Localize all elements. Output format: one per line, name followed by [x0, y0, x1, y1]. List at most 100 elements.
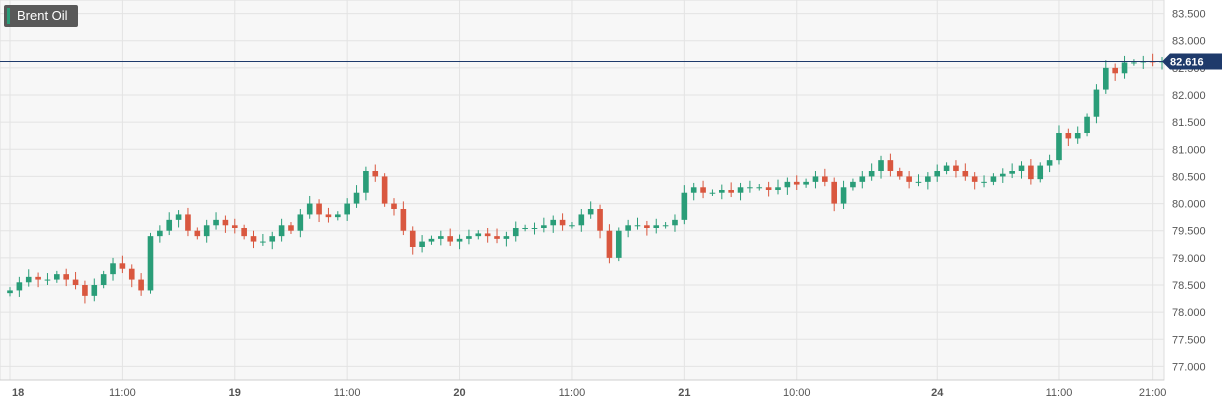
candle	[840, 180, 847, 209]
candle	[344, 198, 350, 221]
candle	[793, 175, 800, 190]
x-tick-label: 10:00	[783, 387, 811, 399]
candle-body	[419, 241, 425, 247]
candle-body	[690, 187, 697, 193]
y-tick-label: 80.000	[1172, 199, 1206, 211]
y-tick-label: 80.500	[1172, 171, 1206, 183]
candle-body	[522, 228, 528, 229]
candle	[859, 171, 866, 189]
candle	[737, 182, 744, 201]
candle	[690, 182, 697, 201]
y-tick-label: 78.500	[1172, 280, 1206, 292]
candle-body	[269, 236, 276, 242]
candle	[925, 172, 931, 190]
candle-body	[400, 209, 407, 231]
candle	[878, 155, 884, 179]
candle	[466, 229, 472, 245]
y-tick-label: 83.000	[1172, 36, 1206, 48]
candle-body	[147, 236, 154, 291]
candle	[91, 278, 98, 302]
candle-body	[306, 203, 313, 215]
candle-body	[63, 274, 70, 280]
candle	[269, 231, 276, 250]
candle-body	[896, 171, 903, 177]
plot-area[interactable]	[0, 0, 1165, 381]
candle-body	[456, 238, 463, 242]
y-tick-label: 83.500	[1172, 9, 1206, 21]
candle-body	[934, 171, 941, 177]
candle-body	[447, 236, 454, 242]
candle	[1046, 154, 1053, 173]
candle	[1074, 126, 1081, 144]
candle	[438, 230, 444, 246]
candle	[653, 218, 660, 234]
price-badge-value: 82.616	[1170, 57, 1204, 69]
candle-body	[363, 171, 369, 193]
candle	[381, 173, 388, 207]
candle	[1065, 128, 1072, 147]
candle-body	[943, 165, 950, 171]
candle-body	[812, 176, 819, 182]
candle	[709, 189, 716, 196]
candle	[447, 228, 454, 246]
candle-body	[718, 190, 725, 193]
instrument-tag[interactable]: Brent Oil	[4, 5, 78, 27]
x-tick-label: 20	[453, 387, 465, 399]
candle	[157, 225, 163, 243]
candle	[213, 212, 219, 230]
candle-body	[372, 171, 379, 177]
candle	[35, 272, 41, 288]
candle	[306, 195, 313, 219]
candle	[25, 269, 32, 287]
candle-body	[878, 160, 884, 171]
candle-body	[325, 214, 332, 218]
candle-body	[1074, 133, 1081, 139]
y-tick-label: 82.000	[1172, 90, 1206, 102]
candle-body	[222, 219, 229, 226]
candle-body	[728, 190, 734, 193]
candle-body	[157, 230, 163, 237]
candle-body	[709, 192, 716, 194]
candle	[756, 184, 763, 191]
candle-body	[747, 187, 753, 189]
candle	[128, 264, 135, 288]
y-tick-label: 79.500	[1172, 226, 1206, 238]
candle	[812, 171, 819, 189]
x-tick-label: 11:00	[109, 387, 136, 399]
candle-body	[615, 230, 622, 258]
x-tick-label: 24	[931, 387, 944, 399]
candle-body	[381, 176, 388, 204]
candle-body	[353, 192, 360, 204]
candle	[231, 218, 238, 234]
candle	[559, 213, 566, 231]
candle-body	[765, 187, 772, 190]
x-tick-label: 11:00	[334, 387, 361, 399]
candle-body	[54, 274, 60, 280]
candle-body	[91, 285, 98, 296]
candle-body	[793, 181, 800, 185]
candle-body	[260, 241, 266, 243]
candle	[906, 171, 912, 189]
candle	[194, 227, 201, 240]
candle-body	[278, 225, 285, 237]
x-tick-label: 18	[12, 387, 24, 399]
candle-body	[840, 187, 847, 204]
candle	[765, 181, 772, 197]
candle-body	[634, 225, 641, 227]
y-tick-label: 81.000	[1172, 144, 1206, 156]
candle	[372, 164, 379, 182]
candle	[1102, 60, 1109, 94]
candle-body	[999, 173, 1006, 177]
candle-body	[110, 263, 116, 275]
candle	[803, 178, 809, 188]
candle-body	[569, 225, 575, 227]
candle	[962, 163, 969, 181]
candle	[606, 224, 613, 264]
candle	[82, 280, 88, 304]
candle	[943, 162, 950, 175]
candle-body	[906, 176, 912, 182]
candle	[1028, 159, 1034, 185]
candle-body	[822, 176, 828, 182]
